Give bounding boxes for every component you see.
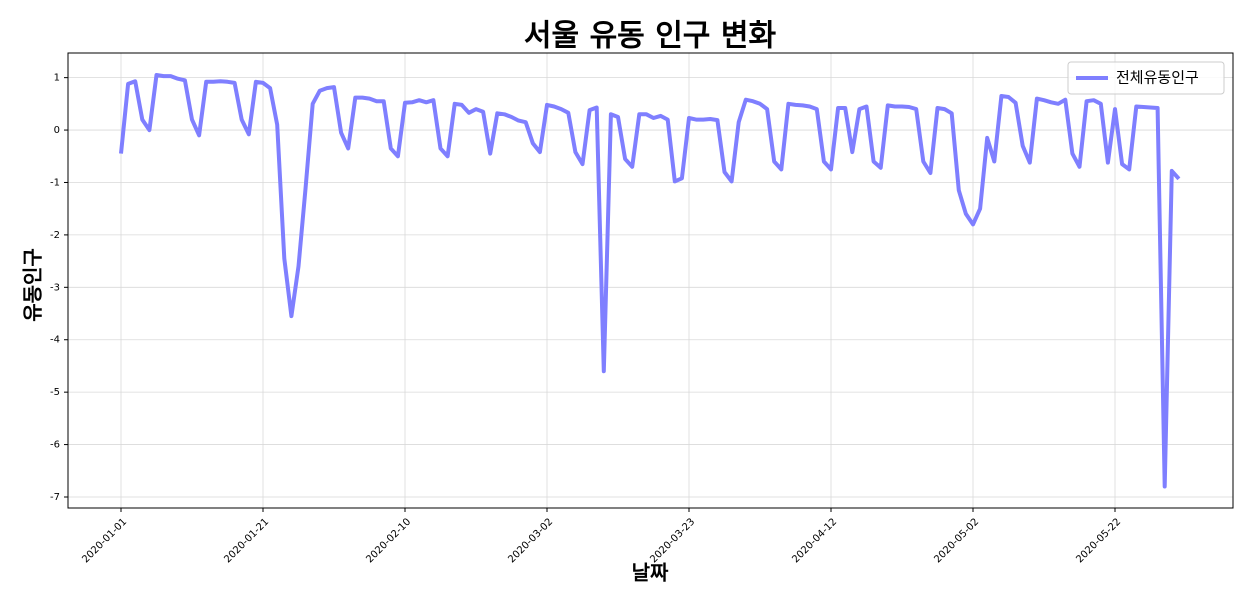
y-tick-label: -7 bbox=[50, 492, 60, 503]
y-tick-label: -6 bbox=[50, 440, 60, 451]
legend: 전체유동인구 bbox=[1067, 61, 1225, 95]
data-line bbox=[119, 73, 1181, 489]
legend-label: 전체유동인구 bbox=[1116, 69, 1199, 87]
y-tick-label: -4 bbox=[50, 335, 60, 346]
x-tick-label: 2020-04-12 bbox=[790, 516, 839, 565]
x-tick-label: 2020-05-22 bbox=[1074, 516, 1123, 565]
y-tick-label: -1 bbox=[50, 177, 60, 188]
x-tick-label: 2020-03-23 bbox=[648, 516, 697, 565]
x-tick-label: 2020-03-02 bbox=[506, 516, 555, 565]
x-tick-label: 2020-02-10 bbox=[364, 516, 413, 565]
x-axis-label: 날짜 bbox=[632, 561, 669, 585]
grid bbox=[64, 53, 1233, 512]
y-tick-label: 0 bbox=[54, 125, 60, 136]
plot-frame bbox=[67, 52, 1234, 509]
y-tick-label: -2 bbox=[50, 230, 60, 241]
chart-title: 서울 유동 인구 변화 bbox=[524, 19, 777, 54]
y-tick-label: -5 bbox=[50, 387, 60, 398]
y-tick-label: -3 bbox=[50, 282, 60, 293]
y-axis-label: 유동인구 bbox=[21, 248, 45, 322]
y-tick-label: 1 bbox=[54, 73, 60, 84]
x-tick-label: 2020-01-01 bbox=[80, 516, 129, 565]
legend-box bbox=[1067, 61, 1225, 95]
x-tick-label: 2020-05-02 bbox=[932, 516, 981, 565]
x-tick-label: 2020-01-21 bbox=[222, 516, 271, 565]
plot bbox=[119, 73, 1181, 489]
